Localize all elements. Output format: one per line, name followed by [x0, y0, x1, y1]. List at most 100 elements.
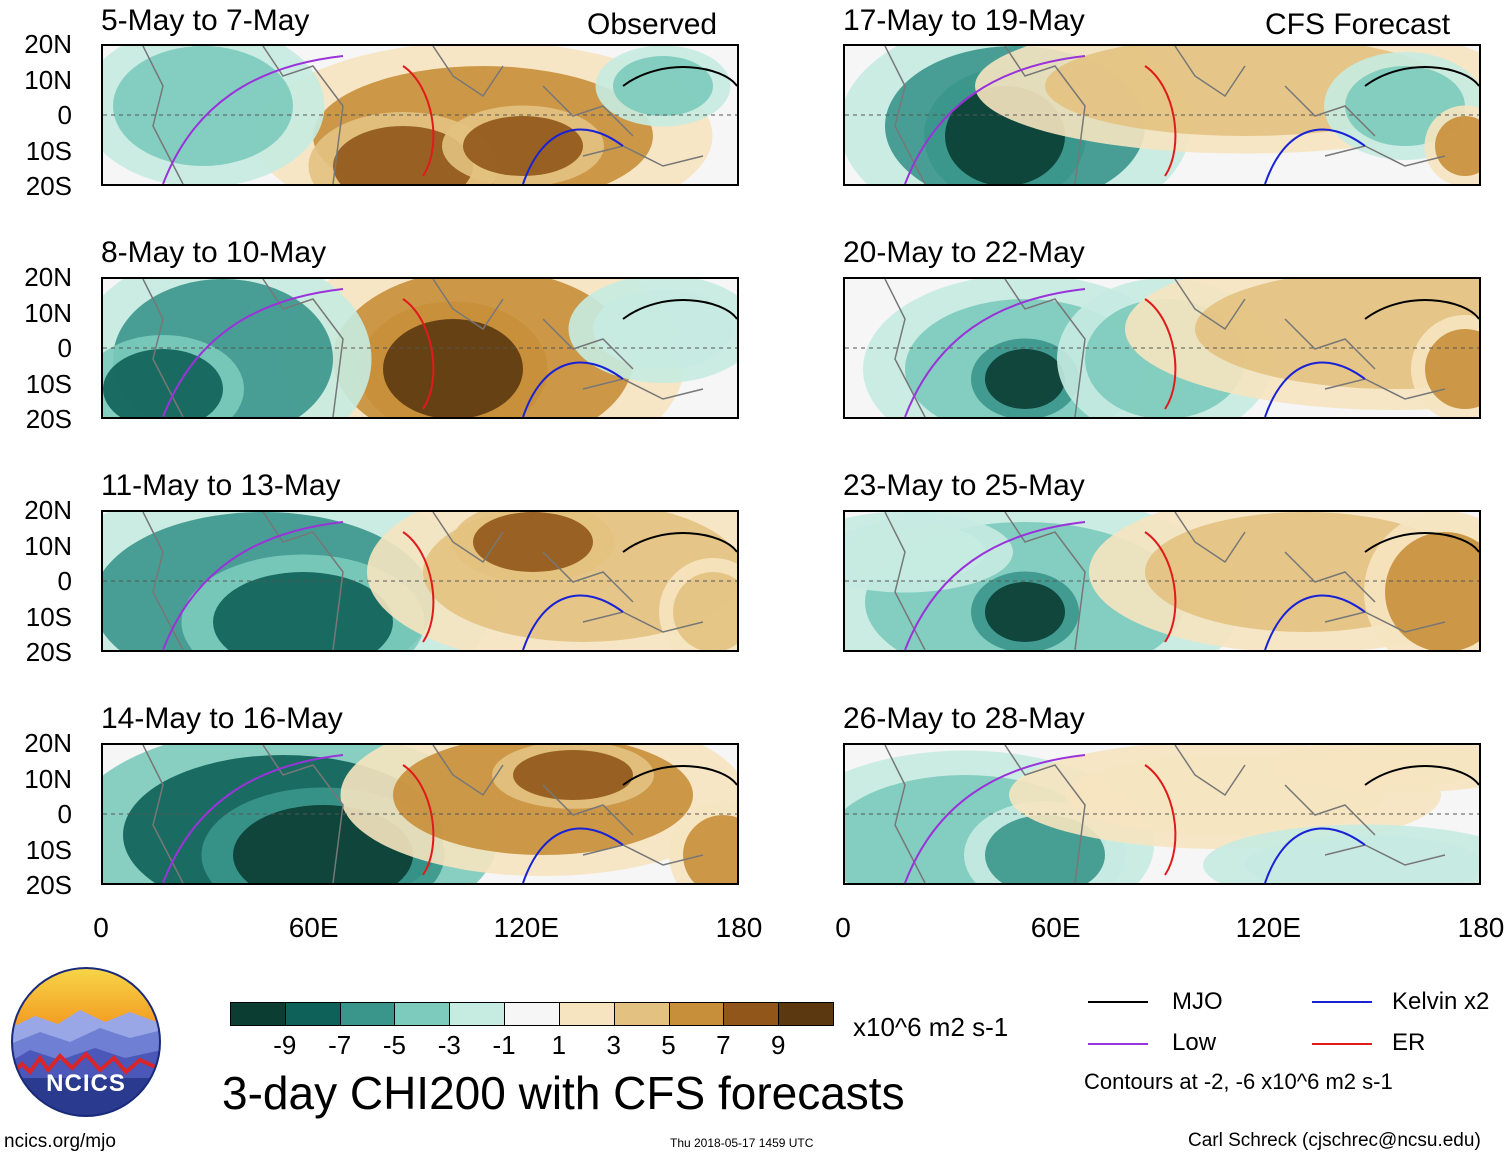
contour-line: [1364, 765, 1479, 786]
lon-tick-label: 0: [835, 912, 851, 943]
panel-title: 11-May to 13-May: [101, 469, 341, 502]
footer-timestamp: Thu 2018-05-17 1459 UTC: [670, 1136, 814, 1150]
colorbar-tick-label: -3: [437, 1030, 461, 1060]
map-panel-observed-1: [101, 44, 739, 186]
map-field: [103, 512, 737, 650]
anomaly-shading: [103, 349, 223, 417]
lat-tick-label: 10N: [24, 763, 72, 794]
colorbar-tick-label: -5: [382, 1030, 407, 1060]
contour-line: [1264, 827, 1366, 883]
lat-tick-label: 0: [57, 566, 72, 596]
map-field: [103, 46, 737, 184]
legend-mjo-label: MJO: [1172, 988, 1223, 1015]
lat-tick-label: 10S: [25, 368, 72, 399]
contour-line: [162, 754, 344, 883]
panel-title: 23-May to 25-May: [843, 469, 1085, 502]
contour-line: [622, 66, 737, 87]
anomaly-shading: [845, 522, 985, 582]
lat-tick-label: 10S: [25, 601, 72, 632]
colorbar-tick-label: -9: [273, 1030, 297, 1060]
contour-line: [522, 361, 624, 417]
map-field: [845, 46, 1479, 184]
anomaly-shading: [1195, 279, 1479, 389]
contour-line: [1144, 764, 1177, 876]
lat-tick-label: 10N: [24, 297, 72, 328]
contour-line: [904, 288, 1086, 417]
lat-tick-label: 20N: [24, 262, 72, 292]
anomaly-shading: [985, 349, 1065, 409]
contour-line: [162, 521, 344, 650]
lon-tick-label: 0: [93, 912, 109, 943]
lon-tick-label: 60E: [288, 912, 339, 943]
ncics-logo-image: [11, 967, 161, 1117]
panel-title: 17-May to 19-May: [843, 4, 1085, 37]
legend-mjo-line: [1088, 1001, 1148, 1003]
footer-url[interactable]: ncics.org/mjo: [4, 1131, 116, 1152]
anomaly-shading: [213, 572, 393, 650]
contour-line: [1364, 532, 1479, 553]
lat-tick-label: 0: [57, 333, 72, 363]
lon-tick-label: 180: [1457, 912, 1505, 943]
contour-line: [904, 754, 1086, 883]
lat-tick-label: 20S: [25, 870, 72, 900]
lon-tick-label: 180: [715, 912, 763, 943]
lat-tick-label: 20N: [24, 728, 72, 758]
contour-line: [904, 55, 1086, 184]
colorbar-swatch: [613, 1002, 670, 1026]
colorbar-swatch: [504, 1002, 560, 1026]
colorbar-tick-label: 1: [551, 1030, 567, 1060]
lat-tick-label: 20N: [24, 495, 72, 525]
legend-er-line: [1312, 1043, 1372, 1045]
colorbar-swatch: [284, 1002, 341, 1026]
contour-line: [522, 827, 624, 883]
map-panel-forecast-2: [843, 277, 1481, 419]
map-field: [103, 279, 737, 417]
anomaly-shading: [463, 116, 583, 176]
lat-tick-label: 20S: [25, 637, 72, 667]
contour-line: [622, 299, 737, 320]
contour-line: [904, 521, 1086, 650]
colorbar-swatch: [778, 1002, 834, 1026]
colorbar-tick-label: 5: [661, 1030, 676, 1060]
legend-er-label: ER: [1392, 1029, 1426, 1056]
anomaly-shading: [513, 750, 633, 800]
anomaly-shading: [113, 46, 293, 166]
map-panel-forecast-4: [843, 743, 1481, 885]
lat-tick-label: 0: [57, 799, 72, 829]
lat-tick-label: 10N: [24, 64, 72, 95]
panel-title: 26-May to 28-May: [843, 702, 1085, 735]
lon-tick-label: 60E: [1030, 912, 1081, 943]
coastline: [142, 745, 704, 883]
contour-line: [1264, 594, 1366, 650]
anomaly-shading: [333, 126, 473, 184]
contour-line: [522, 128, 624, 184]
footer-credit[interactable]: Carl Schreck (cjschrec@ncsu.edu): [1188, 1130, 1481, 1151]
map-panel-observed-3: [101, 510, 739, 652]
contour-line: [522, 594, 624, 650]
map-panel-observed-4: [101, 743, 739, 885]
panel-title: 14-May to 16-May: [101, 702, 343, 735]
lat-tick-label: 20S: [25, 171, 72, 201]
anomaly-shading: [1305, 745, 1479, 785]
coastline: [142, 279, 704, 417]
colorbar-tick-label: 3: [606, 1030, 621, 1060]
map-field: [103, 745, 737, 883]
legend-low-line: [1088, 1043, 1148, 1045]
contour-line: [402, 531, 435, 643]
legend-kelvin-label: Kelvin x2: [1392, 988, 1490, 1015]
panel-title: 8-May to 10-May: [101, 236, 327, 269]
lat-tick-label: 20S: [25, 404, 72, 434]
colorbar-swatch: [339, 1002, 396, 1026]
contour-line: [402, 65, 435, 177]
lon-tick-label: 120E: [493, 912, 560, 943]
contour-line: [622, 532, 737, 553]
observed-label: Observed: [587, 8, 718, 41]
coastline: [884, 279, 1446, 417]
panel-title: 20-May to 22-May: [843, 236, 1085, 269]
anomaly-shading: [673, 572, 737, 650]
colorbar-swatch: [394, 1002, 451, 1026]
forecast-label: CFS Forecast: [1265, 8, 1451, 41]
anomaly-shading: [1245, 835, 1479, 883]
lon-tick-label: 120E: [1235, 912, 1302, 943]
panel-title: 5-May to 7-May: [101, 4, 310, 37]
